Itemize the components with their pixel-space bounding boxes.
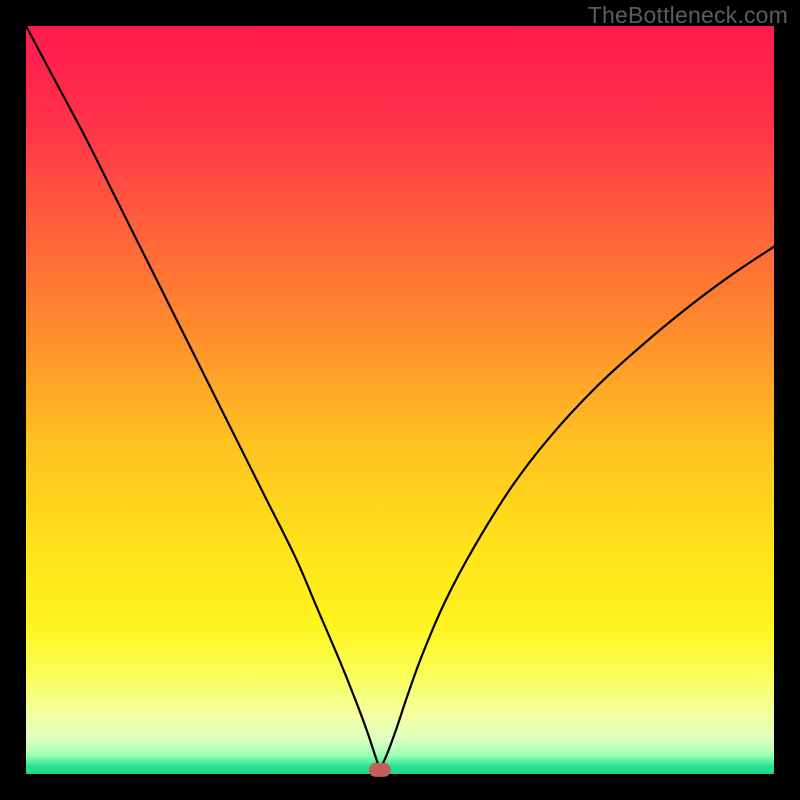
optimum-marker [369, 763, 391, 777]
bottleneck-chart [0, 0, 800, 800]
watermark-text: TheBottleneck.com [588, 2, 788, 29]
plot-background [26, 26, 774, 774]
